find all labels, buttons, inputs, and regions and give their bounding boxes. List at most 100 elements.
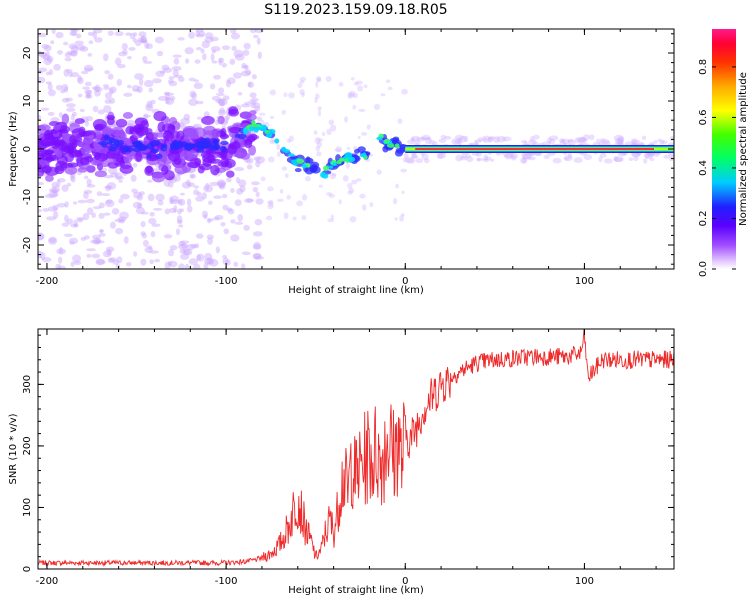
spectrogram-cell (267, 203, 274, 210)
spectrogram-cell (360, 132, 368, 136)
spectrogram-cell (150, 230, 156, 238)
spectrogram-cell (85, 198, 95, 204)
spectrogram-cell (366, 124, 371, 130)
spectrogram-cell (159, 70, 166, 74)
spectrogram-cell (208, 258, 219, 267)
spectrogram-cell (401, 190, 405, 195)
spectrogram-cell (43, 44, 52, 52)
spectrogram-cell (488, 136, 496, 140)
spectrogram-cell (93, 86, 103, 92)
spectrogram-cell (165, 97, 175, 105)
spectrogram-cell (207, 218, 214, 222)
spectrogram-cell (222, 257, 229, 265)
spectrogram-cell (67, 144, 75, 155)
spectrogram-cell (38, 208, 43, 213)
spectrogram-cell (175, 228, 181, 236)
spectrogram-cell (563, 142, 568, 146)
spectrogram-cell (317, 106, 322, 111)
spectrogram-cell (74, 118, 85, 125)
spectrogram-cell (115, 263, 121, 269)
snr-frame (37, 328, 675, 570)
spectrogram-cell (227, 208, 235, 215)
spectrogram-cell (454, 134, 465, 140)
spectrogram-cell (155, 70, 165, 78)
spectrogram-cell (122, 111, 134, 119)
spectrogram-cell (668, 152, 674, 157)
spectrogram-cell (503, 154, 514, 158)
spectrogram-cell (179, 208, 185, 213)
spectrogram-cell (130, 174, 137, 182)
spectrogram-cell (633, 156, 639, 162)
spectrogram-cell (582, 134, 591, 141)
spectrogram-cell (101, 127, 114, 134)
spectrogram-cell (60, 89, 65, 94)
spectrogram-cell (252, 231, 263, 237)
spectrogram-cell (169, 244, 178, 251)
spectrogram-cell (156, 50, 164, 57)
spectrogram-cell (387, 86, 393, 91)
spectrogram-cell (40, 152, 53, 161)
spectrogram-cell (249, 29, 257, 34)
spectrogram-cell (190, 243, 198, 249)
spectrogram-cell (69, 135, 77, 145)
spectrogram-cell (362, 204, 367, 211)
spectrogram-cell (56, 202, 67, 208)
spectrogram-cell (38, 124, 47, 135)
spectrogram-cell (589, 134, 595, 141)
spectrogram-cell (406, 158, 416, 164)
spectrogram-cell (87, 52, 93, 57)
spectrogram-cell (71, 128, 86, 138)
spectrogram-cell (245, 113, 257, 121)
spectrogram-cell (266, 186, 274, 192)
spectrogram-cell (57, 265, 66, 269)
spectrogram-cell (84, 81, 92, 87)
spectrogram-cell (402, 157, 407, 163)
spectrogram-cell (380, 93, 386, 97)
spectrogram-cell (170, 143, 179, 151)
spectrogram-cell (176, 130, 185, 141)
spectrogram-cell (117, 216, 127, 222)
spectrogram-cell (256, 116, 262, 122)
spectrogram-cell (578, 137, 586, 143)
spectrogram-cell (48, 236, 58, 245)
spectrogram-cell (114, 31, 124, 37)
spectrogram-cell (395, 183, 400, 189)
spectrogram-cell (204, 252, 213, 261)
spectrogram-cell (126, 56, 132, 60)
spectrogram-cell (297, 82, 303, 88)
spectrogram-cell (237, 133, 247, 140)
spectrogram-cell (83, 191, 89, 200)
spectrogram-cell (299, 89, 305, 95)
spectrogram-cell (87, 31, 95, 37)
spectrogram-cell (260, 176, 266, 182)
spectrogram-cell (109, 97, 116, 104)
spectrogram-cell (218, 57, 223, 66)
spectrogram-cell (416, 139, 421, 146)
spectrogram-cell (106, 149, 121, 159)
spectrogram-cell (119, 211, 129, 220)
spectrogram-cell (253, 156, 261, 161)
spectrogram-cell (254, 126, 263, 131)
spectrogram-y-tick-label: -20 (22, 237, 33, 253)
spectrogram-cell (70, 45, 79, 53)
spectrogram-cell (292, 216, 297, 221)
spectrogram-cell (216, 179, 227, 188)
spectrogram-cell (186, 151, 193, 157)
spectrogram-x-ticks: -200 -100 0 100 (36, 29, 657, 287)
spectrogram-cell (42, 137, 57, 147)
spectrogram-cell (61, 83, 69, 92)
spectrogram-cell (167, 181, 174, 188)
spectrogram-cell (269, 89, 276, 96)
spectrogram-cell (105, 246, 115, 253)
colorbar-label: Normalized spectral amplitude (738, 72, 749, 226)
spectrogram-cell (163, 234, 173, 239)
spectrogram-cell (315, 76, 322, 82)
spectrogram-cell (595, 138, 601, 145)
spectrogram-cell (52, 210, 59, 219)
spectrogram-cell (71, 176, 76, 183)
snr-x-ticks: -200 -100 0 100 (36, 329, 657, 587)
spectrogram-cell (144, 246, 154, 253)
spectrogram-cell (520, 139, 528, 144)
spectrogram-cell (53, 63, 61, 71)
spectrogram-cell (58, 246, 63, 255)
